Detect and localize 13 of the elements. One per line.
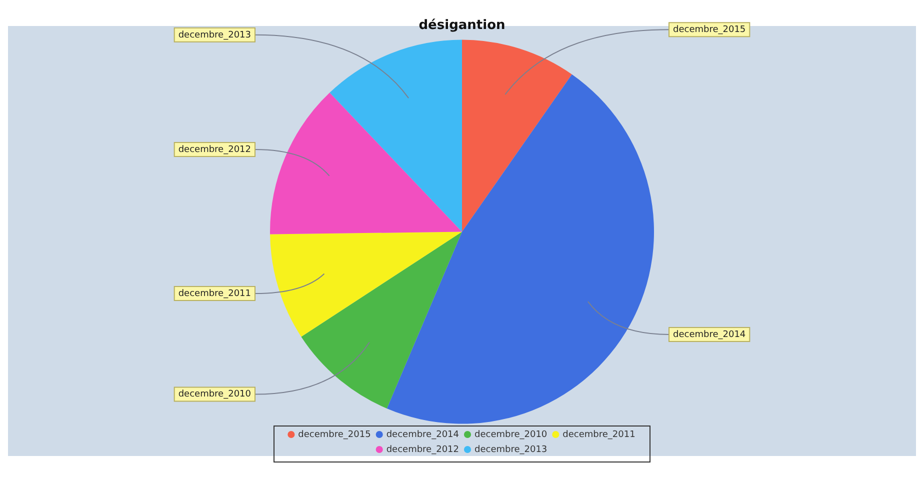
legend-label: decembre_2015 bbox=[298, 430, 371, 440]
slice-label: decembre_2011 bbox=[178, 288, 252, 299]
slice-label: decembre_2013 bbox=[178, 30, 252, 40]
slice-label: decembre_2010 bbox=[178, 390, 252, 400]
slice-label: decembre_2012 bbox=[178, 144, 252, 155]
legend-label: decembre_2011 bbox=[562, 430, 636, 440]
legend-label: decembre_2013 bbox=[474, 444, 548, 455]
slice-label: decembre_2014 bbox=[673, 330, 746, 340]
legend-label: decembre_2014 bbox=[386, 430, 460, 440]
legend-label: decembre_2010 bbox=[474, 430, 548, 440]
chart-title: désigantion bbox=[418, 18, 506, 34]
legend-label: decembre_2012 bbox=[386, 444, 460, 455]
slice-label: decembre_2015 bbox=[673, 24, 746, 35]
